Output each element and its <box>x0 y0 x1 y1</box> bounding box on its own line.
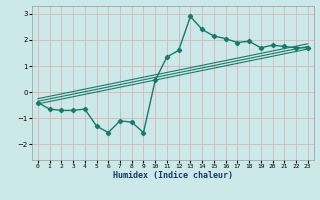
X-axis label: Humidex (Indice chaleur): Humidex (Indice chaleur) <box>113 171 233 180</box>
